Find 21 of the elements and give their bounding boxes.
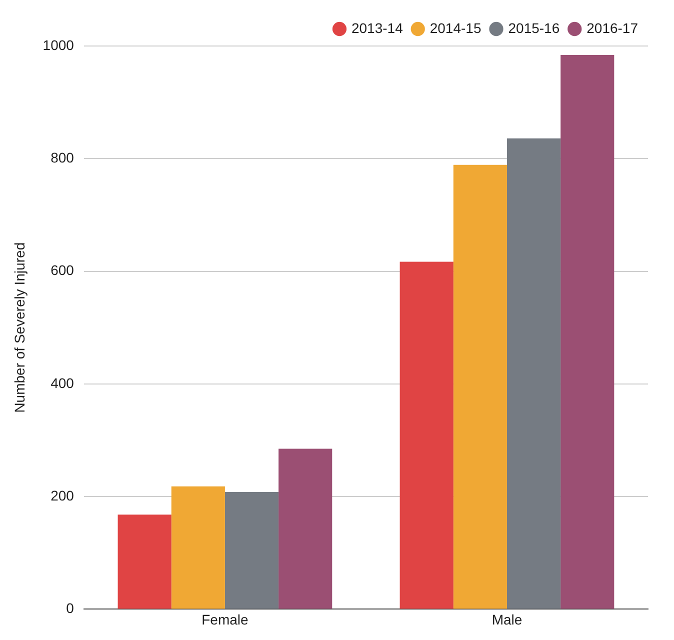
bar (400, 262, 454, 609)
x-tick-label: Female (202, 611, 249, 628)
legend-label: 2014-15 (430, 20, 482, 36)
bar (118, 514, 172, 609)
y-axis-title: Number of Severely Injured (11, 242, 28, 413)
legend-label: 2013-14 (351, 20, 404, 36)
y-tick-label: 600 (50, 262, 74, 278)
bar (453, 164, 507, 609)
x-tick-label: Male (492, 611, 522, 628)
legend-label: 2016-17 (586, 20, 638, 36)
bar (278, 448, 332, 609)
bar (171, 486, 225, 609)
bar (506, 138, 561, 609)
bar (224, 492, 279, 609)
legend-label: 2015-16 (508, 20, 560, 36)
y-tick-label: 1000 (42, 36, 74, 53)
y-tick-label: 400 (50, 374, 74, 391)
y-tick-label: 0 (66, 600, 74, 616)
y-tick-label: 800 (50, 150, 74, 166)
y-tick-label: 200 (50, 487, 74, 504)
bar (560, 55, 614, 609)
